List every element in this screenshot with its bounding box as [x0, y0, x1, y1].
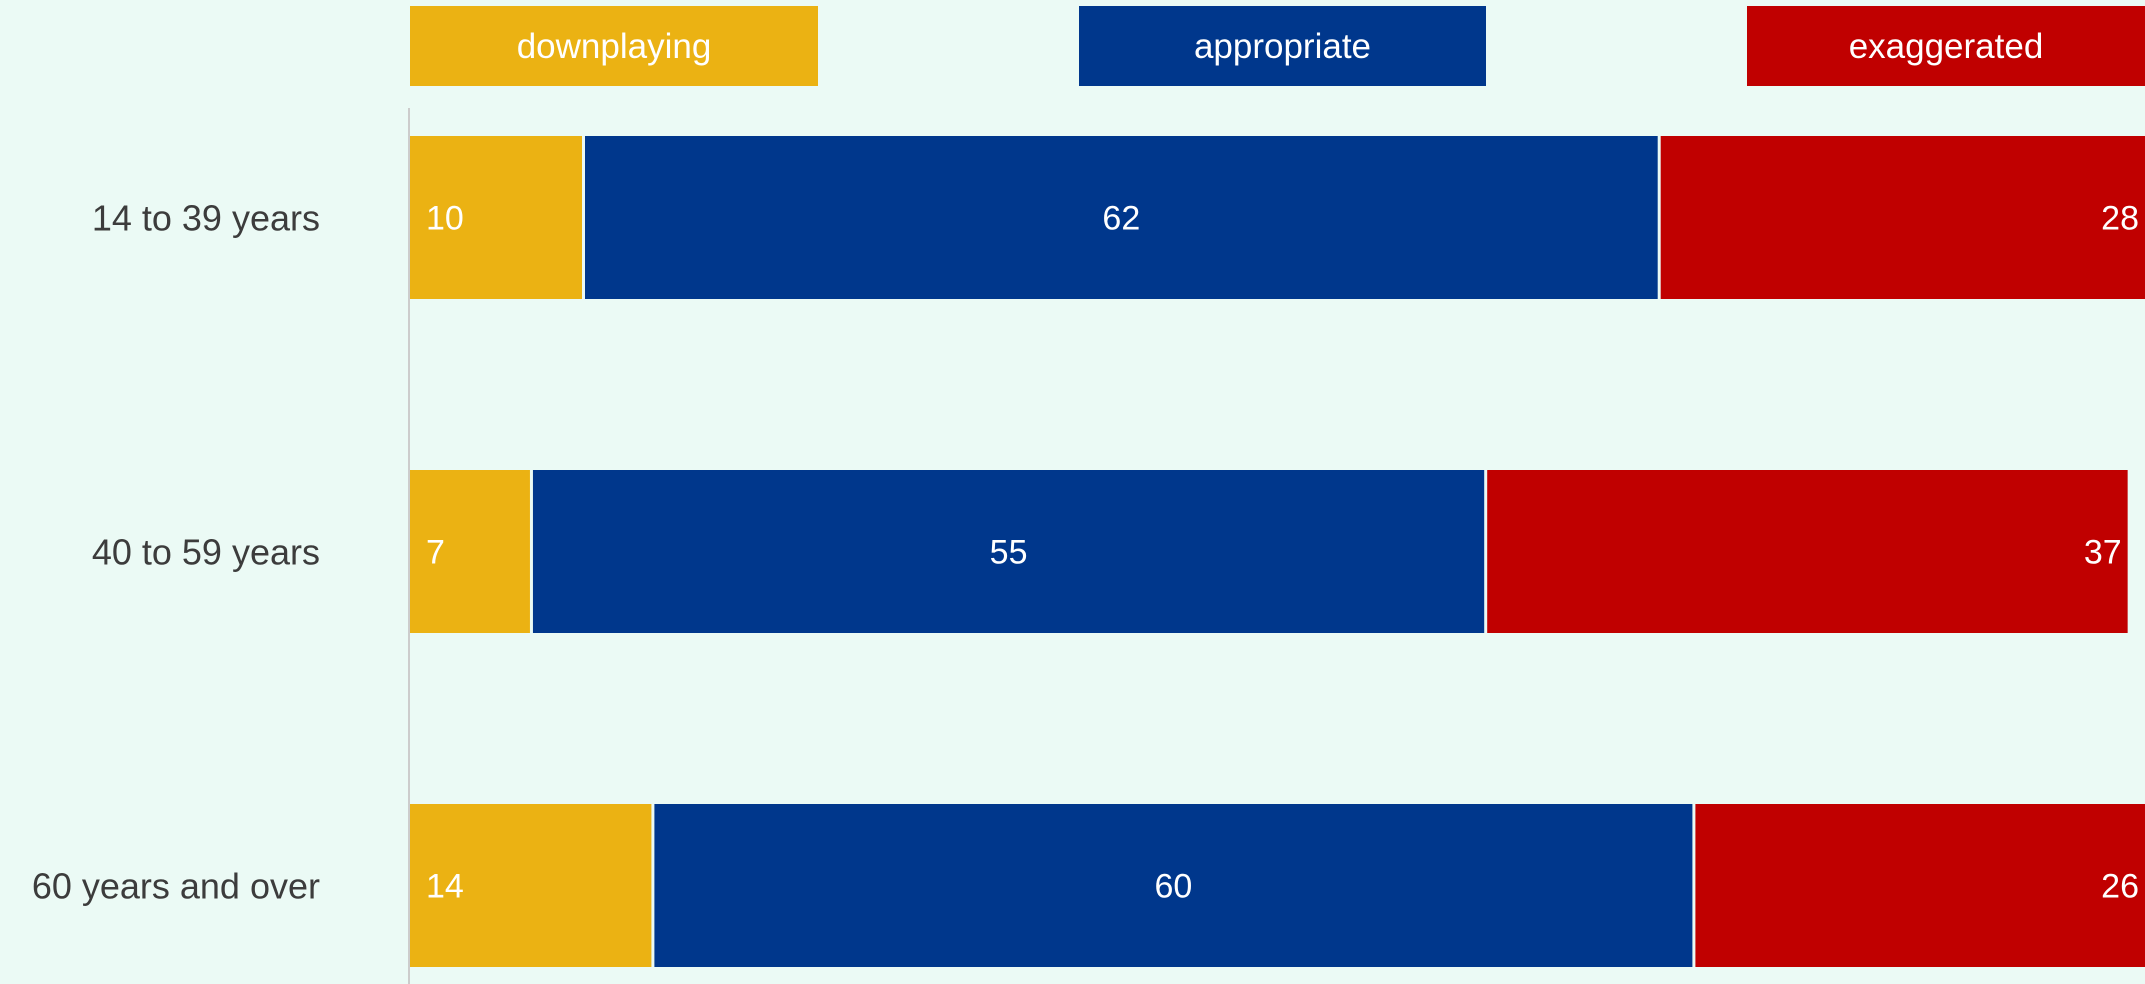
data-label: 37 [2084, 534, 2122, 572]
legend-item-downplaying: downplaying [410, 6, 818, 86]
bar-group-60-years-and-over: 14 60 26 [410, 804, 2145, 967]
bar-segment-appropriate [654, 804, 1693, 967]
bar-segment-downplaying [410, 804, 652, 967]
legend-item-exaggerated: exaggerated [1747, 6, 2145, 86]
data-label: 10 [426, 200, 464, 238]
legend-label: exaggerated [1849, 27, 2044, 66]
data-label: 26 [2101, 868, 2139, 906]
bar-group-40-to-59-years: 7 55 37 [410, 470, 2128, 633]
data-label: 7 [426, 534, 445, 572]
legend-swatch [1079, 6, 1486, 86]
bar-segment-downplaying [410, 470, 530, 633]
bar-group-14-to-39-years: 10 62 28 [410, 136, 2145, 299]
category-label: 14 to 39 years [92, 198, 320, 239]
data-label: 60 [1154, 868, 1192, 906]
category-label: 40 to 59 years [92, 532, 320, 573]
legend-swatch [1747, 6, 2145, 86]
bar-segment-appropriate [585, 136, 1658, 299]
bar-segment-downplaying [410, 136, 582, 299]
bar-segment-exaggerated [1660, 136, 2145, 299]
category-label: 60 years and over [32, 866, 320, 907]
legend-label: downplaying [517, 27, 712, 66]
legend-item-appropriate: appropriate [1079, 6, 1486, 86]
legend-swatch [410, 6, 818, 86]
bar-segment-exaggerated [1487, 470, 2128, 633]
data-label: 62 [1102, 200, 1140, 238]
bars: 10 62 28 7 55 37 14 60 26 [410, 136, 2145, 967]
legend: downplaying appropriate exaggerated [410, 6, 2145, 86]
bar-segment-exaggerated [1695, 804, 2145, 967]
bar-segment-appropriate [532, 470, 1485, 633]
category-labels: 14 to 39 years 40 to 59 years 60 years and… [32, 198, 320, 907]
data-label: 55 [990, 534, 1028, 572]
legend-label: appropriate [1194, 27, 1371, 66]
data-label: 14 [426, 868, 464, 906]
data-label: 28 [2101, 200, 2139, 238]
